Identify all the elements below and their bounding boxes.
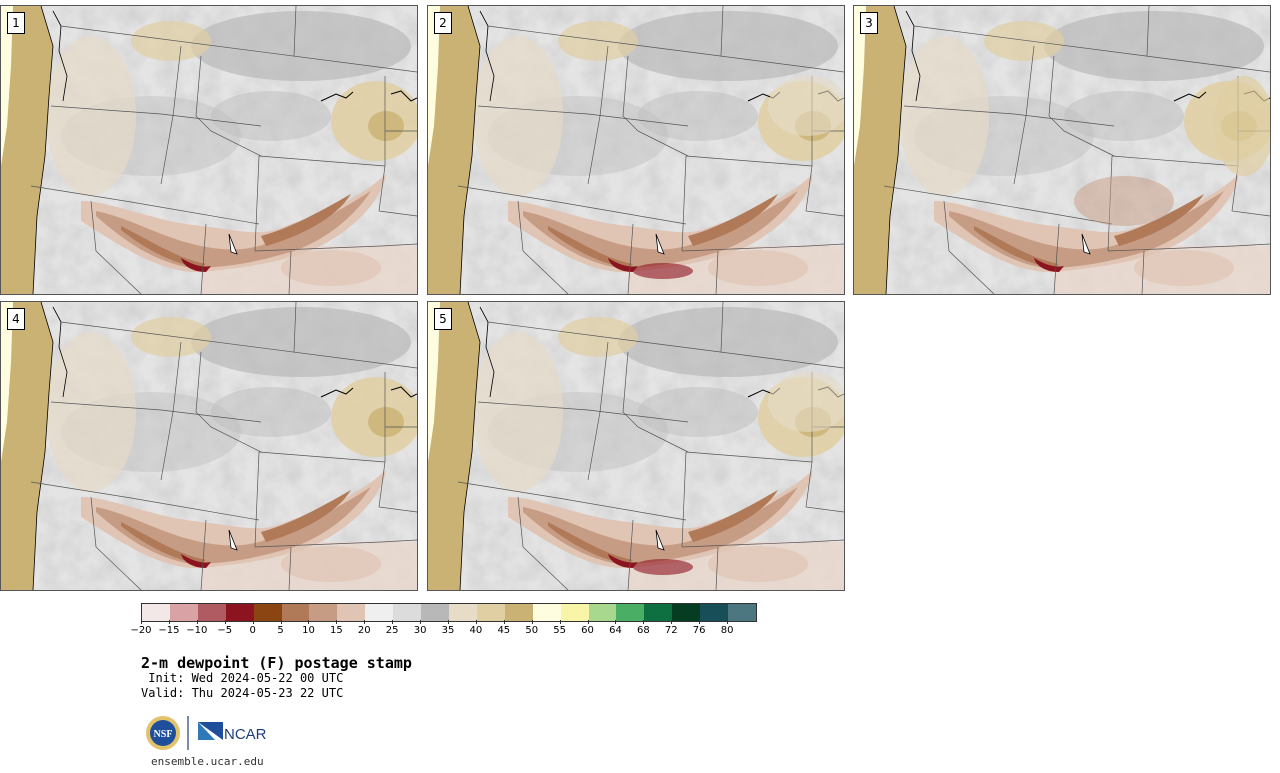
colorbar-tick-labels: −20 −15 −10 −5 0 5 10 15 20 25 30 35 40 45 50 55 60 64 68 7… [130,625,755,639]
colorbar-swatch [337,604,366,621]
colorbar-tick-label: 76 [692,625,706,636]
colorbar-tick-label: 5 [277,625,284,636]
map-panel-4: 4 [0,301,418,591]
colorbar-tick-label: 30 [413,625,427,636]
panel-label: 1 [7,12,25,34]
map-image [1,302,417,590]
colorbar-tick-label: 55 [553,625,566,636]
colorbar-tick-label: 15 [329,625,343,636]
colorbar-tick-label: 25 [385,625,399,636]
colorbar-swatch [225,604,254,621]
colorbar-swatch [700,604,729,621]
map-panel-3: 3 [853,5,1271,295]
chart-title: 2-m dewpoint (F) postage stamp [141,654,412,672]
colorbar-tick-mark [559,620,561,624]
colorbar-tick-mark [141,620,142,624]
map-image [1,6,417,294]
colorbar-tick-mark [224,620,226,624]
colorbar-tick-label: 68 [636,625,650,636]
panel-label: 2 [434,12,452,34]
colorbar-swatch [616,604,645,621]
colorbar-tick-mark [531,620,533,624]
dewpoint-colorbar [141,603,757,622]
colorbar-tick-mark [475,620,477,624]
colorbar-tick-label: 50 [525,625,539,636]
colorbar-tick-mark [643,620,645,624]
colorbar-tick-mark [615,620,617,624]
colorbar-tick-label: −15 [158,625,180,636]
colorbar-tick-mark [196,620,198,624]
colorbar-tick-mark [336,620,338,624]
colorbar-swatch [672,604,701,621]
colorbar-tick-label: 40 [469,625,483,636]
colorbar-tick-label: −5 [217,625,233,636]
colorbar-swatch [421,604,449,621]
colorbar-tick-mark [699,620,701,624]
map-panel-5: 5 [427,301,845,591]
colorbar-tick-label: 80 [720,625,734,636]
site-url: ensemble.ucar.edu [151,755,264,768]
colorbar-swatch [309,604,338,621]
colorbar-swatch [448,604,477,621]
colorbar-tick-label: 64 [609,625,622,636]
colorbar-swatch [169,604,198,621]
colorbar-tick-mark [392,620,394,624]
colorbar-tick-mark [168,620,170,624]
panel-label: 5 [434,308,452,330]
colorbar-tick-mark [280,620,282,624]
colorbar-tick-mark [420,620,422,624]
colorbar-tick-mark [503,620,505,624]
init-time: Init: Wed 2024-05-22 00 UTC [141,671,344,685]
colorbar-tick-mark [448,620,449,624]
map-image [428,6,844,294]
ncar-logo-text: NCAR [224,726,267,743]
colorbar-swatch [281,604,310,621]
colorbar-tick-mark [364,620,366,624]
panel-label: 4 [7,308,25,330]
panel-label: 3 [860,12,878,34]
nsf-logo-text: NSF [154,729,173,740]
colorbar-swatch [197,604,226,621]
colorbar-tick-label: 60 [581,625,594,636]
colorbar-tick-label: 45 [497,625,511,636]
colorbar-tick-mark [671,620,673,624]
colorbar-tick-label: −10 [186,625,208,636]
colorbar-swatch [393,604,422,621]
colorbar-swatch [365,604,394,621]
colorbar-tick-label: 72 [664,625,678,636]
map-image [428,302,844,590]
colorbar-tick-label: 35 [441,625,455,636]
colorbar-swatch [253,604,282,621]
colorbar-swatch [504,604,533,621]
colorbar-tick-mark [252,620,254,624]
colorbar-tick-label: 10 [302,625,315,636]
colorbar-tick-label: 20 [357,625,371,636]
colorbar-tick-mark [587,620,589,624]
colorbar-swatch [728,604,756,621]
colorbar-tick-mark [727,620,729,624]
valid-time: Valid: Thu 2024-05-23 22 UTC [141,686,344,700]
colorbar-swatch [142,604,170,621]
colorbar-swatch [560,604,589,621]
nsf-ncar-logo: NSF NCAR [146,716,267,750]
map-panel-1: 1 [0,5,418,295]
colorbar-swatch [644,604,673,621]
map-panel-2: 2 [427,5,845,295]
colorbar-tick-label: 0 [249,625,256,636]
colorbar-tick-label: −20 [130,625,152,636]
colorbar-swatch [532,604,561,621]
sponsor-logos: NSF NCAR [145,714,275,752]
colorbar-swatch [588,604,617,621]
colorbar-swatch [476,604,505,621]
colorbar-tick-mark [308,620,310,624]
map-image [854,6,1270,294]
